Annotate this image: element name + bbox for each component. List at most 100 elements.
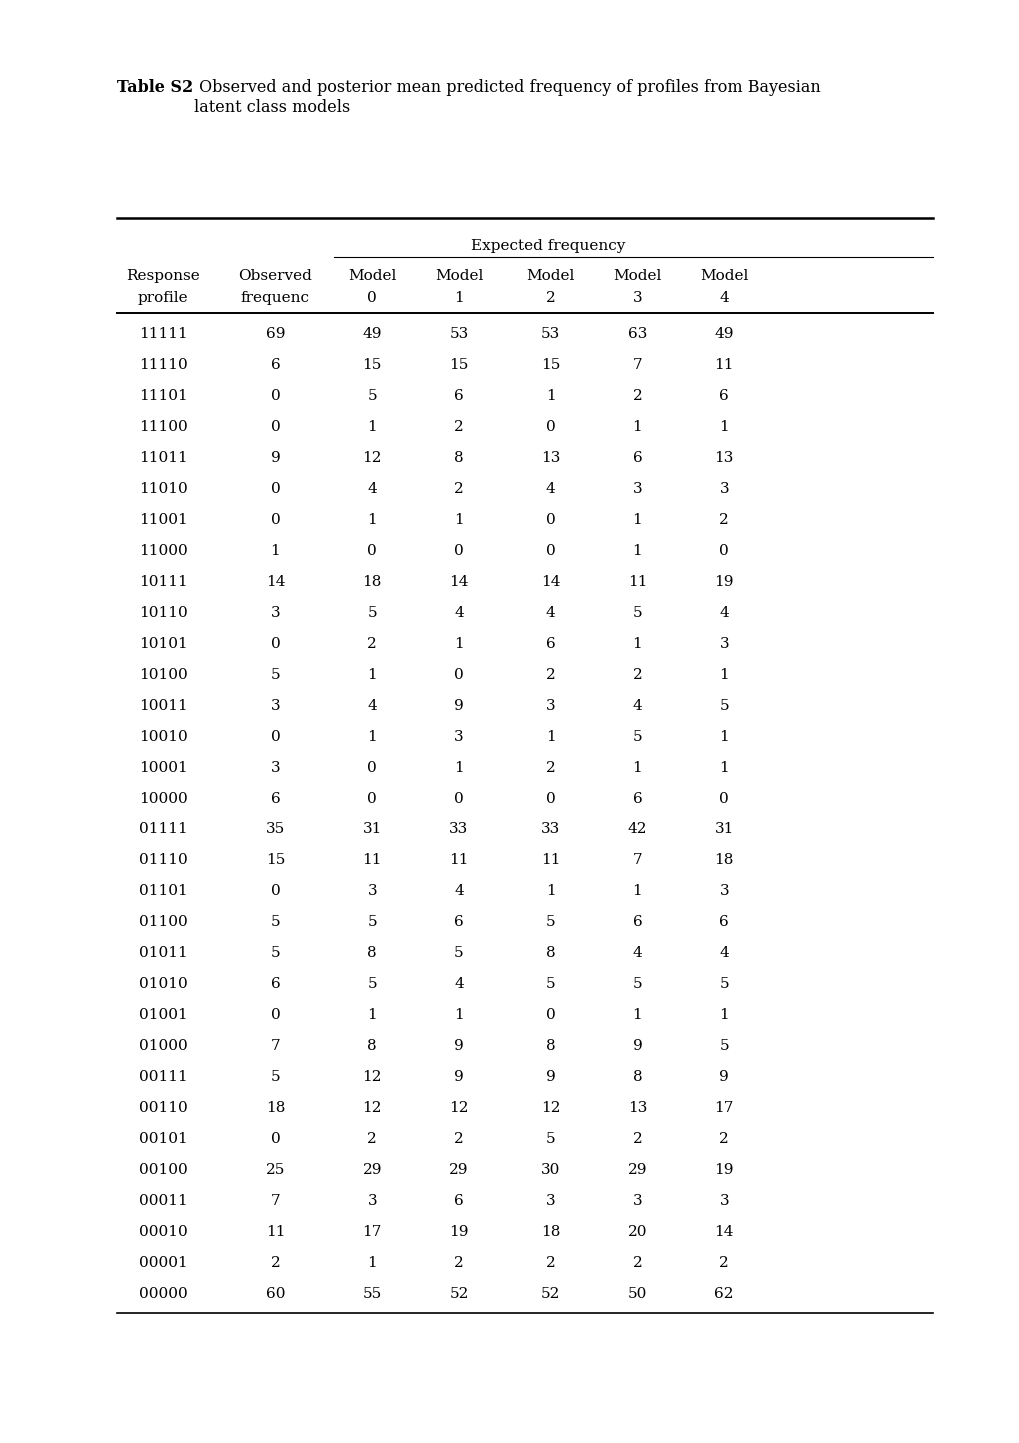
Text: 10001: 10001 (139, 760, 187, 775)
Text: 10010: 10010 (139, 730, 187, 743)
Text: Observed: Observed (238, 270, 312, 283)
Text: 19: 19 (713, 574, 734, 589)
Text: 5: 5 (718, 698, 729, 713)
Text: 0: 0 (718, 544, 729, 558)
Text: 6: 6 (632, 792, 642, 805)
Text: 2: 2 (718, 1255, 729, 1270)
Text: 5: 5 (270, 668, 280, 681)
Text: 00000: 00000 (139, 1287, 187, 1302)
Text: 5: 5 (545, 915, 555, 929)
Text: 11: 11 (713, 358, 734, 372)
Text: 4: 4 (453, 606, 464, 619)
Text: 19: 19 (713, 1163, 734, 1177)
Text: 8: 8 (632, 1071, 642, 1084)
Text: 0: 0 (545, 512, 555, 527)
Text: 0: 0 (367, 760, 377, 775)
Text: 49: 49 (713, 328, 734, 341)
Text: 6: 6 (270, 792, 280, 805)
Text: 12: 12 (362, 1071, 382, 1084)
Text: 3: 3 (367, 885, 377, 899)
Text: 6: 6 (718, 388, 729, 403)
Text: 0: 0 (453, 668, 464, 681)
Text: 3: 3 (545, 698, 555, 713)
Text: 29: 29 (627, 1163, 647, 1177)
Text: 1: 1 (632, 512, 642, 527)
Text: 00100: 00100 (139, 1163, 187, 1177)
Text: 17: 17 (714, 1101, 733, 1115)
Text: 11: 11 (540, 853, 560, 867)
Text: 00011: 00011 (139, 1195, 187, 1208)
Text: 11111: 11111 (139, 328, 187, 341)
Text: 1: 1 (453, 760, 464, 775)
Text: 1: 1 (545, 730, 555, 743)
Text: 14: 14 (713, 1225, 734, 1240)
Text: 0: 0 (270, 388, 280, 403)
Text: 6: 6 (545, 636, 555, 651)
Text: 0: 0 (270, 885, 280, 899)
Text: 5: 5 (545, 977, 555, 991)
Text: 53: 53 (541, 328, 559, 341)
Text: 1: 1 (367, 512, 377, 527)
Text: 5: 5 (367, 606, 377, 619)
Text: 2: 2 (367, 1133, 377, 1146)
Text: 4: 4 (453, 977, 464, 991)
Text: 1: 1 (718, 730, 729, 743)
Text: 3: 3 (453, 730, 464, 743)
Text: 9: 9 (718, 1071, 729, 1084)
Text: 10101: 10101 (139, 636, 187, 651)
Text: 4: 4 (718, 606, 729, 619)
Text: 1: 1 (718, 668, 729, 681)
Text: 0: 0 (545, 792, 555, 805)
Text: 4: 4 (367, 698, 377, 713)
Text: 0: 0 (270, 1133, 280, 1146)
Text: 42: 42 (627, 823, 647, 837)
Text: 0: 0 (270, 420, 280, 434)
Text: 25: 25 (266, 1163, 284, 1177)
Text: 1: 1 (453, 1009, 464, 1022)
Text: profile: profile (138, 291, 189, 304)
Text: 9: 9 (453, 698, 464, 713)
Text: 2: 2 (453, 1133, 464, 1146)
Text: 2: 2 (632, 388, 642, 403)
Text: 10000: 10000 (139, 792, 187, 805)
Text: 5: 5 (632, 606, 642, 619)
Text: 9: 9 (545, 1071, 555, 1084)
Text: 13: 13 (628, 1101, 646, 1115)
Text: 18: 18 (363, 574, 381, 589)
Text: 4: 4 (367, 482, 377, 496)
Text: 52: 52 (449, 1287, 468, 1302)
Text: 18: 18 (541, 1225, 559, 1240)
Text: 1: 1 (545, 388, 555, 403)
Text: 31: 31 (363, 823, 381, 837)
Text: 8: 8 (545, 1039, 555, 1053)
Text: 11000: 11000 (139, 544, 187, 558)
Text: 0: 0 (270, 636, 280, 651)
Text: 11101: 11101 (139, 388, 187, 403)
Text: 8: 8 (453, 450, 464, 465)
Text: 1: 1 (367, 420, 377, 434)
Text: 1: 1 (632, 760, 642, 775)
Text: 01101: 01101 (139, 885, 187, 899)
Text: 3: 3 (718, 482, 729, 496)
Text: 2: 2 (545, 760, 555, 775)
Text: 1: 1 (453, 512, 464, 527)
Text: 1: 1 (632, 636, 642, 651)
Text: 1: 1 (367, 730, 377, 743)
Text: 01111: 01111 (139, 823, 187, 837)
Text: 11: 11 (362, 853, 382, 867)
Text: 5: 5 (632, 730, 642, 743)
Text: 15: 15 (449, 358, 468, 372)
Text: 4: 4 (545, 606, 555, 619)
Text: 17: 17 (363, 1225, 381, 1240)
Text: 7: 7 (270, 1195, 280, 1208)
Text: 14: 14 (448, 574, 469, 589)
Text: 33: 33 (449, 823, 468, 837)
Text: 10100: 10100 (139, 668, 187, 681)
Text: 0: 0 (270, 512, 280, 527)
Text: 0: 0 (270, 1009, 280, 1022)
Text: 6: 6 (718, 915, 729, 929)
Text: 14: 14 (265, 574, 285, 589)
Text: 3: 3 (632, 482, 642, 496)
Text: 3: 3 (270, 760, 280, 775)
Text: 63: 63 (628, 328, 646, 341)
